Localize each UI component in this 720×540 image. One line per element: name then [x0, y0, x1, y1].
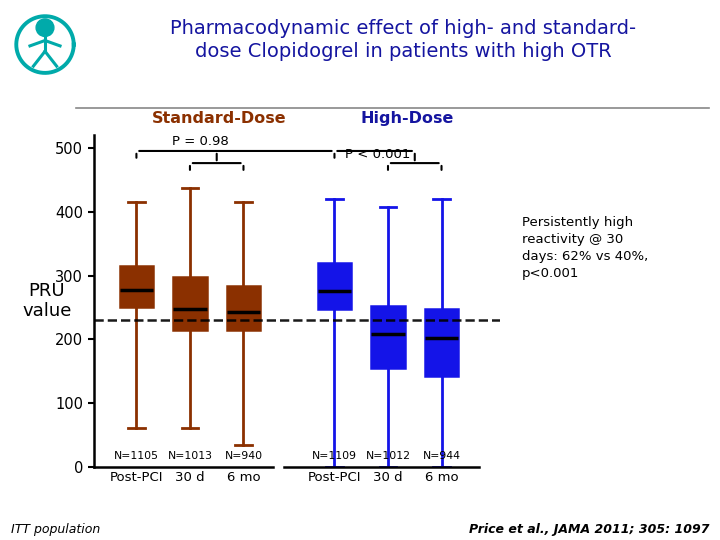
- Text: High-Dose: High-Dose: [360, 111, 454, 126]
- PathPatch shape: [372, 306, 405, 368]
- Text: Persistently high
reactivity @ 30
days: 62% vs 40%,
p<0.001: Persistently high reactivity @ 30 days: …: [522, 216, 648, 280]
- Text: N=940: N=940: [225, 451, 263, 461]
- Text: N=1105: N=1105: [114, 451, 159, 461]
- Text: PRU
value: PRU value: [22, 282, 71, 320]
- Circle shape: [36, 19, 54, 36]
- Text: N=944: N=944: [423, 451, 461, 461]
- Text: N=1109: N=1109: [312, 451, 357, 461]
- Text: Price et al., JAMA 2011; 305: 1097: Price et al., JAMA 2011; 305: 1097: [469, 523, 709, 536]
- PathPatch shape: [227, 286, 260, 330]
- Text: Pharmacodynamic effect of high- and standard-
dose Clopidogrel in patients with : Pharmacodynamic effect of high- and stan…: [170, 19, 636, 62]
- PathPatch shape: [425, 309, 458, 376]
- Text: Standard-Dose: Standard-Dose: [153, 111, 287, 126]
- Text: P = 0.98: P = 0.98: [172, 136, 229, 148]
- Text: N=1012: N=1012: [366, 451, 410, 461]
- PathPatch shape: [318, 263, 351, 309]
- Text: P < 0.001: P < 0.001: [345, 147, 410, 160]
- Text: ITT population: ITT population: [11, 523, 100, 536]
- Text: N=1013: N=1013: [168, 451, 212, 461]
- PathPatch shape: [120, 266, 153, 307]
- PathPatch shape: [174, 278, 207, 330]
